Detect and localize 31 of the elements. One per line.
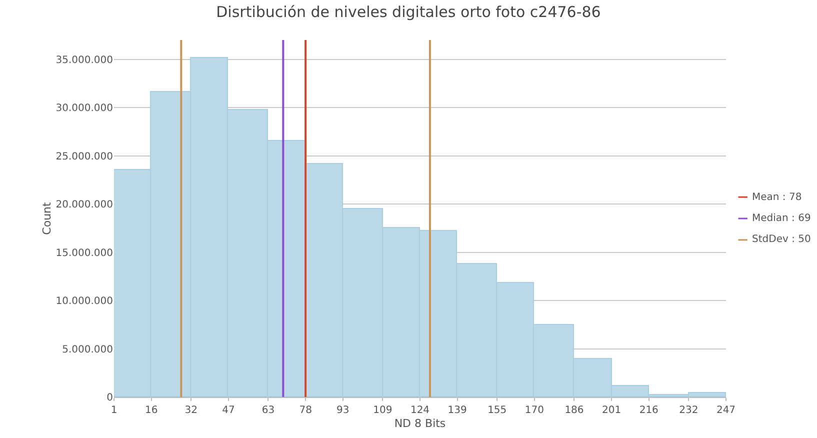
text: Mean : 78: [752, 192, 802, 203]
x-tick-label: 32: [184, 405, 198, 416]
text: StdDev : 50: [752, 234, 811, 245]
x-tick-label: 63: [262, 405, 275, 416]
x-tick-label: 109: [373, 405, 392, 416]
x-tick-label: 124: [410, 405, 430, 416]
y-axis-title: Count: [40, 201, 54, 235]
x-tick-label: 247: [716, 405, 736, 416]
y-tick-label: 15.000.000: [56, 248, 113, 259]
x-tick-label: 155: [488, 405, 507, 416]
y-tick-label: 10.000.000: [56, 296, 113, 308]
x-tick-label: 16: [144, 405, 158, 416]
x-tick-label: 93: [336, 405, 350, 416]
y-tick-label: 20.000.000: [56, 200, 113, 211]
y-tick-label: 0: [106, 392, 113, 404]
y-tick-label: 30.000.000: [56, 103, 113, 114]
y-tick-label: 5.000.000: [62, 344, 113, 356]
x-tick-label: 47: [222, 405, 235, 416]
y-tick-label: 25.000.000: [56, 151, 113, 162]
x-tick-label: 1: [110, 405, 118, 416]
x-tick-label: 186: [564, 405, 584, 416]
x-tick-label: 78: [299, 405, 312, 416]
x-tick-label: 232: [679, 405, 698, 416]
text: Median : 69: [752, 213, 811, 224]
x-tick-label: 216: [639, 405, 658, 416]
y-tick-label: 35.000.000: [56, 54, 113, 66]
chart-title: Disrtibución de niveles digitales orto foto c2476-86: [216, 3, 601, 22]
x-tick-label: 201: [602, 405, 622, 416]
x-tick-label: 139: [448, 405, 467, 416]
x-axis-title: ND 8 Bits: [394, 417, 446, 430]
x-tick-label: 170: [524, 405, 544, 416]
